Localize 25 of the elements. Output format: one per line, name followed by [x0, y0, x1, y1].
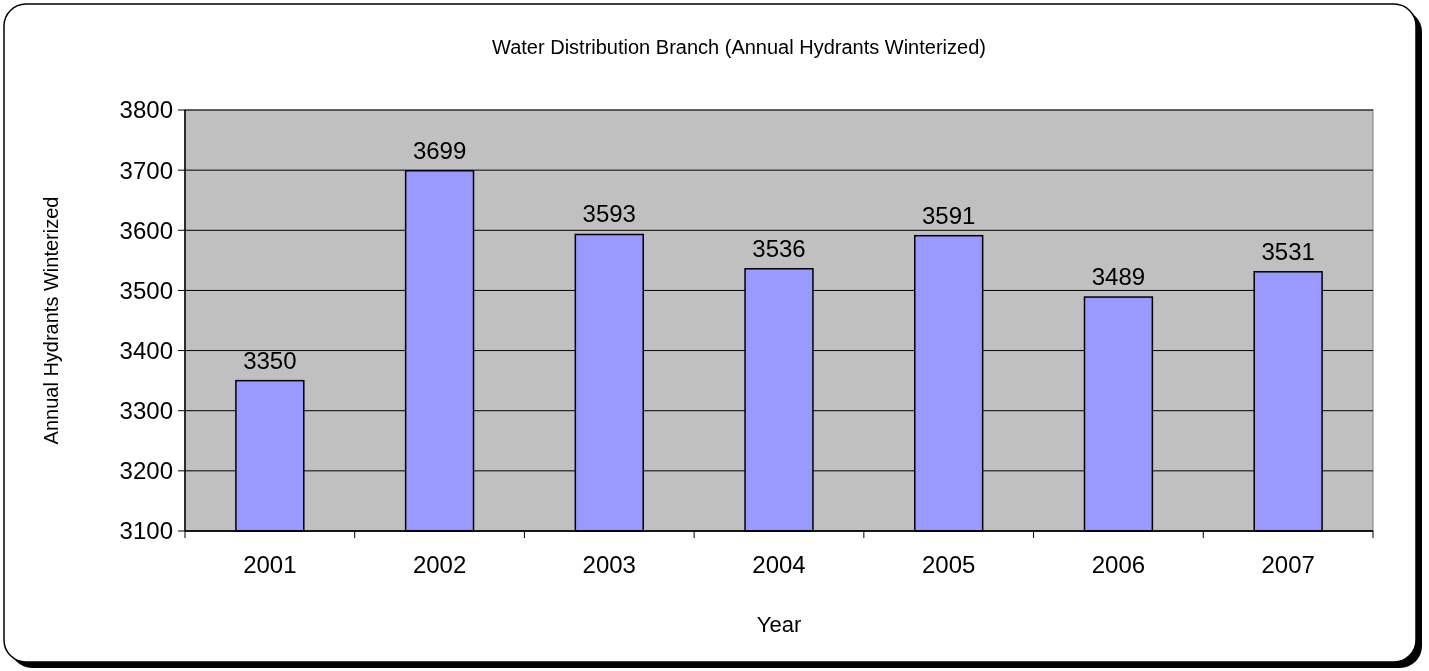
y-tick-label: 3100 — [119, 517, 173, 545]
x-tick-label: 2005 — [922, 551, 976, 578]
data-label: 3350 — [243, 346, 297, 374]
data-label: 3699 — [412, 136, 467, 164]
y-tick-label: 3800 — [119, 96, 173, 124]
y-tick-label: 3700 — [119, 156, 173, 184]
data-label: 3591 — [922, 201, 976, 229]
x-tick-label: 2006 — [1091, 551, 1146, 578]
x-tick-label: 2003 — [582, 551, 636, 578]
y-tick-label: 3400 — [119, 336, 173, 364]
y-tick-label: 3300 — [119, 397, 173, 425]
x-axis-title: Year — [756, 612, 802, 637]
data-label: 3593 — [582, 200, 636, 228]
data-label: 3536 — [752, 234, 806, 262]
y-tick-label: 3500 — [119, 276, 173, 304]
y-tick-label: 3200 — [119, 457, 173, 485]
x-tick-label: 2002 — [412, 551, 467, 578]
chart-title: Water Distribution Branch (Annual Hydrants Winterized) — [492, 36, 986, 58]
x-tick-label: 2004 — [752, 551, 806, 578]
data-label: 3489 — [1091, 263, 1146, 291]
x-tick-label: 2007 — [1261, 551, 1315, 578]
x-tick-label: 2001 — [243, 551, 297, 578]
y-axis-title: Annual Hydrants Winterized — [40, 196, 62, 445]
data-label: 3531 — [1261, 237, 1315, 265]
y-tick-label: 3600 — [119, 216, 173, 244]
